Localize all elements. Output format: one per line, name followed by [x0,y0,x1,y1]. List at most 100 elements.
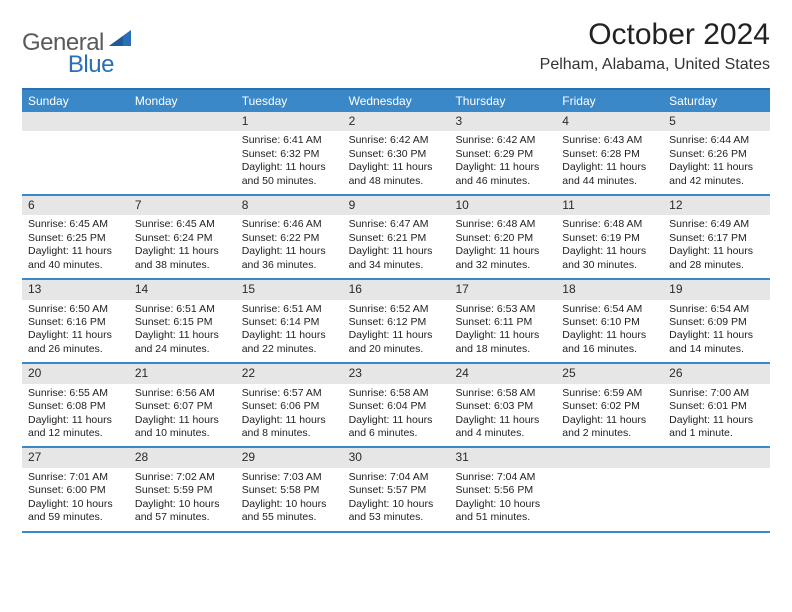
daylight-line: Daylight: 11 hours and 4 minutes. [455,414,550,441]
daylight-line: Daylight: 11 hours and 6 minutes. [349,414,444,441]
daylight-line: Daylight: 11 hours and 18 minutes. [455,329,550,356]
day-number: 5 [663,112,770,131]
daylight-line: Daylight: 11 hours and 12 minutes. [28,414,123,441]
sunrise-line: Sunrise: 6:55 AM [28,387,123,400]
sunrise-line: Sunrise: 7:03 AM [242,471,337,484]
daylight-line: Daylight: 11 hours and 1 minute. [669,414,764,441]
day-cell: 19Sunrise: 6:54 AMSunset: 6:09 PMDayligh… [663,280,770,362]
day-number [556,448,663,467]
dow-header: Saturday [663,90,770,112]
weeks-container: 1Sunrise: 6:41 AMSunset: 6:32 PMDaylight… [22,112,770,533]
sunset-line: Sunset: 6:12 PM [349,316,444,329]
day-cell: 8Sunrise: 6:46 AMSunset: 6:22 PMDaylight… [236,196,343,278]
day-number: 7 [129,196,236,215]
sunset-line: Sunset: 6:08 PM [28,400,123,413]
sunset-line: Sunset: 5:57 PM [349,484,444,497]
day-number: 20 [22,364,129,383]
day-body: Sunrise: 7:04 AMSunset: 5:57 PMDaylight:… [343,468,450,531]
day-cell: 4Sunrise: 6:43 AMSunset: 6:28 PMDaylight… [556,112,663,194]
sunset-line: Sunset: 6:07 PM [135,400,230,413]
sunset-line: Sunset: 5:56 PM [455,484,550,497]
daylight-line: Daylight: 11 hours and 44 minutes. [562,161,657,188]
sunset-line: Sunset: 6:04 PM [349,400,444,413]
day-cell: 6Sunrise: 6:45 AMSunset: 6:25 PMDaylight… [22,196,129,278]
sunset-line: Sunset: 6:02 PM [562,400,657,413]
day-number: 9 [343,196,450,215]
day-cell: 2Sunrise: 6:42 AMSunset: 6:30 PMDaylight… [343,112,450,194]
day-number: 11 [556,196,663,215]
sunset-line: Sunset: 6:26 PM [669,148,764,161]
day-body: Sunrise: 7:04 AMSunset: 5:56 PMDaylight:… [449,468,556,531]
sunset-line: Sunset: 6:15 PM [135,316,230,329]
sunset-line: Sunset: 6:29 PM [455,148,550,161]
daylight-line: Daylight: 11 hours and 8 minutes. [242,414,337,441]
day-body: Sunrise: 6:45 AMSunset: 6:25 PMDaylight:… [22,215,129,278]
sunset-line: Sunset: 6:17 PM [669,232,764,245]
sunrise-line: Sunrise: 6:50 AM [28,303,123,316]
sunrise-line: Sunrise: 6:45 AM [135,218,230,231]
day-number: 10 [449,196,556,215]
day-number: 8 [236,196,343,215]
sunrise-line: Sunrise: 6:59 AM [562,387,657,400]
day-cell: 24Sunrise: 6:58 AMSunset: 6:03 PMDayligh… [449,364,556,446]
sunset-line: Sunset: 6:09 PM [669,316,764,329]
day-number: 27 [22,448,129,467]
sunrise-line: Sunrise: 6:54 AM [562,303,657,316]
day-number: 3 [449,112,556,131]
day-cell: 21Sunrise: 6:56 AMSunset: 6:07 PMDayligh… [129,364,236,446]
daylight-line: Daylight: 11 hours and 34 minutes. [349,245,444,272]
daylight-line: Daylight: 11 hours and 16 minutes. [562,329,657,356]
day-body: Sunrise: 6:42 AMSunset: 6:30 PMDaylight:… [343,131,450,194]
day-number [22,112,129,131]
sunrise-line: Sunrise: 6:42 AM [455,134,550,147]
week-row: 6Sunrise: 6:45 AMSunset: 6:25 PMDaylight… [22,196,770,280]
day-body [556,468,663,477]
day-number: 15 [236,280,343,299]
daylight-line: Daylight: 10 hours and 51 minutes. [455,498,550,525]
sunrise-line: Sunrise: 6:51 AM [242,303,337,316]
day-cell: 31Sunrise: 7:04 AMSunset: 5:56 PMDayligh… [449,448,556,530]
day-body: Sunrise: 6:47 AMSunset: 6:21 PMDaylight:… [343,215,450,278]
sunset-line: Sunset: 6:24 PM [135,232,230,245]
day-cell: 25Sunrise: 6:59 AMSunset: 6:02 PMDayligh… [556,364,663,446]
day-number: 4 [556,112,663,131]
day-body: Sunrise: 6:52 AMSunset: 6:12 PMDaylight:… [343,300,450,363]
day-number [663,448,770,467]
day-cell: 27Sunrise: 7:01 AMSunset: 6:00 PMDayligh… [22,448,129,530]
sunrise-line: Sunrise: 6:43 AM [562,134,657,147]
day-body: Sunrise: 6:54 AMSunset: 6:10 PMDaylight:… [556,300,663,363]
sunrise-line: Sunrise: 6:56 AM [135,387,230,400]
calendar-page: General Blue October 2024 Pelham, Alabam… [0,0,792,612]
sunset-line: Sunset: 6:19 PM [562,232,657,245]
day-cell: 28Sunrise: 7:02 AMSunset: 5:59 PMDayligh… [129,448,236,530]
daylight-line: Daylight: 10 hours and 59 minutes. [28,498,123,525]
day-body: Sunrise: 7:02 AMSunset: 5:59 PMDaylight:… [129,468,236,531]
day-cell: 9Sunrise: 6:47 AMSunset: 6:21 PMDaylight… [343,196,450,278]
day-number: 17 [449,280,556,299]
day-body: Sunrise: 6:57 AMSunset: 6:06 PMDaylight:… [236,384,343,447]
dow-header: Wednesday [343,90,450,112]
dow-header: Friday [556,90,663,112]
daylight-line: Daylight: 11 hours and 28 minutes. [669,245,764,272]
day-cell: 20 Sunrise: 6:55 AMSunset: 6:08 PMDayligh… [22,364,129,446]
location-label: Pelham, Alabama, United States [540,56,770,74]
sunset-line: Sunset: 5:58 PM [242,484,337,497]
day-number [129,112,236,131]
sunrise-line: Sunrise: 6:51 AM [135,303,230,316]
day-body: Sunrise: 6:42 AMSunset: 6:29 PMDaylight:… [449,131,556,194]
day-body: Sunrise: 6:51 AMSunset: 6:14 PMDaylight:… [236,300,343,363]
brand-logo: General Blue [22,18,157,68]
day-cell: 22Sunrise: 6:57 AMSunset: 6:06 PMDayligh… [236,364,343,446]
week-row: 27Sunrise: 7:01 AMSunset: 6:00 PMDayligh… [22,448,770,532]
sunrise-line: Sunrise: 6:42 AM [349,134,444,147]
daylight-line: Daylight: 11 hours and 22 minutes. [242,329,337,356]
day-body: Sunrise: 7:01 AMSunset: 6:00 PMDaylight:… [22,468,129,531]
day-body [663,468,770,477]
sunset-line: Sunset: 6:01 PM [669,400,764,413]
sunrise-line: Sunrise: 6:49 AM [669,218,764,231]
sunrise-line: Sunrise: 6:44 AM [669,134,764,147]
day-cell [556,448,663,530]
day-number: 22 [236,364,343,383]
day-cell: 13Sunrise: 6:50 AMSunset: 6:16 PMDayligh… [22,280,129,362]
sunrise-line: Sunrise: 7:04 AM [349,471,444,484]
